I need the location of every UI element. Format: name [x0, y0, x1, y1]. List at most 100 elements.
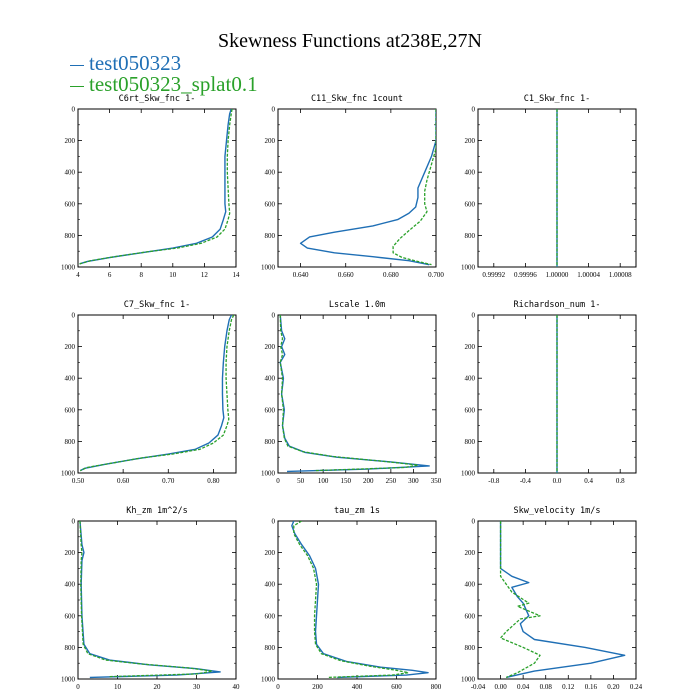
x-tick-label: 0.99992 — [482, 271, 505, 279]
x-tick-label: 150 — [340, 477, 351, 485]
x-tick-label: 0.16 — [585, 683, 598, 691]
panel-title: Kh_zm 1m^2/s — [126, 506, 187, 516]
y-tick-label: 1000 — [261, 264, 276, 272]
x-tick-label: 0.50 — [72, 477, 85, 485]
plot-frame — [77, 520, 237, 680]
plot-frame — [77, 314, 237, 474]
y-tick-label: 800 — [465, 644, 476, 652]
x-tick-label: 10 — [114, 683, 122, 691]
y-tick-label: 400 — [65, 375, 76, 383]
series-line-test050323-splat — [79, 521, 213, 678]
y-tick-label: 400 — [65, 169, 76, 177]
y-tick-label: 600 — [265, 406, 276, 414]
y-tick-label: 1000 — [461, 676, 476, 684]
y-tick-label: 0 — [72, 518, 76, 526]
x-tick-label: 1.00008 — [609, 271, 632, 279]
series-line-test050323-splat — [293, 521, 409, 679]
x-tick-label: 40 — [233, 683, 241, 691]
x-tick-label: 0 — [276, 477, 280, 485]
y-tick-label: 600 — [465, 612, 476, 620]
x-tick-label: 0.08 — [540, 683, 553, 691]
plot-frame — [477, 520, 637, 680]
y-tick-label: 400 — [265, 581, 276, 589]
panel-title: C1_Skw_fnc 1- — [524, 94, 591, 104]
y-tick-label: 200 — [265, 549, 276, 557]
y-tick-label: 600 — [65, 200, 76, 208]
panel-title: C11_Skw_fnc 1count — [311, 94, 403, 104]
x-tick-label: 0.60 — [117, 477, 130, 485]
series-line-test050323 — [79, 521, 221, 679]
y-tick-label: 200 — [65, 343, 76, 351]
y-tick-label: 200 — [265, 343, 276, 351]
y-tick-label: 600 — [465, 406, 476, 414]
y-tick-label: 600 — [465, 200, 476, 208]
x-tick-label: 250 — [386, 477, 397, 485]
x-tick-label: 1.00004 — [577, 271, 600, 279]
x-tick-label: 20 — [154, 683, 162, 691]
x-tick-label: 4 — [76, 271, 80, 279]
y-tick-label: 0 — [472, 518, 476, 526]
x-tick-label: 0.8 — [616, 477, 625, 485]
series-line-test050323-splat — [79, 315, 235, 472]
panel-title: Lscale 1.0m — [329, 300, 385, 310]
y-tick-label: 600 — [65, 612, 76, 620]
y-tick-label: 200 — [65, 137, 76, 145]
x-tick-label: 0.680 — [383, 271, 399, 279]
x-tick-label: 0.24 — [630, 683, 643, 691]
y-tick-label: 0 — [272, 312, 276, 320]
series-line-test050323 — [499, 521, 626, 679]
y-tick-label: 200 — [65, 549, 76, 557]
x-tick-label: 14 — [233, 271, 241, 279]
x-tick-label: 0.80 — [207, 477, 220, 485]
panel-title: Skw_velocity 1m/s — [514, 506, 601, 516]
x-tick-label: 350 — [431, 477, 442, 485]
x-tick-label: 100 — [318, 477, 329, 485]
y-tick-label: 400 — [465, 581, 476, 589]
y-tick-label: 0 — [72, 106, 76, 114]
legend-entry-test050323-splat: test050323_splat0.1 — [70, 73, 258, 95]
y-tick-label: 800 — [465, 232, 476, 240]
figure-title: Skewness Functions at238E,27N — [218, 30, 482, 52]
legend-swatch-blue — [70, 64, 84, 66]
y-tick-label: 800 — [65, 232, 76, 240]
y-tick-label: 800 — [265, 438, 276, 446]
y-tick-label: 400 — [465, 169, 476, 177]
series-line-test050323 — [279, 315, 430, 473]
x-tick-label: 200 — [363, 477, 374, 485]
x-tick-label: 10 — [169, 271, 177, 279]
y-tick-label: 800 — [65, 644, 76, 652]
y-tick-label: 600 — [265, 612, 276, 620]
y-tick-label: 400 — [65, 581, 76, 589]
plot-frame — [277, 314, 437, 474]
y-tick-label: 0 — [72, 312, 76, 320]
plot-frame — [77, 108, 237, 268]
series-line-test050323-splat — [279, 315, 419, 472]
x-tick-label: 8 — [139, 271, 143, 279]
legend-entry-test050323: test050323 — [70, 52, 181, 74]
x-tick-label: 0.04 — [517, 683, 530, 691]
y-tick-label: 800 — [465, 438, 476, 446]
series-line-test050323 — [79, 109, 232, 265]
legend-label: test050323 — [89, 51, 182, 75]
x-tick-label: 0.640 — [293, 271, 309, 279]
y-tick-label: 200 — [465, 549, 476, 557]
x-tick-label: 30 — [193, 683, 201, 691]
x-tick-label: 400 — [352, 683, 363, 691]
series-line-test050323-splat — [392, 109, 436, 266]
y-tick-label: 1000 — [461, 264, 476, 272]
x-tick-label: -0.8 — [488, 477, 500, 485]
x-tick-label: 0.00 — [494, 683, 507, 691]
legend-label: test050323_splat0.1 — [89, 72, 258, 96]
y-tick-label: 600 — [65, 406, 76, 414]
x-tick-label: 0 — [276, 683, 280, 691]
x-tick-label: 0.20 — [607, 683, 620, 691]
panel-title: C7_Skw_fnc 1- — [124, 300, 191, 310]
panel-1: C11_Skw_fnc 1count 0 200 400 600 800 1000 0.640… — [261, 94, 444, 279]
x-tick-label: 600 — [391, 683, 402, 691]
x-tick-label: 200 — [312, 683, 323, 691]
